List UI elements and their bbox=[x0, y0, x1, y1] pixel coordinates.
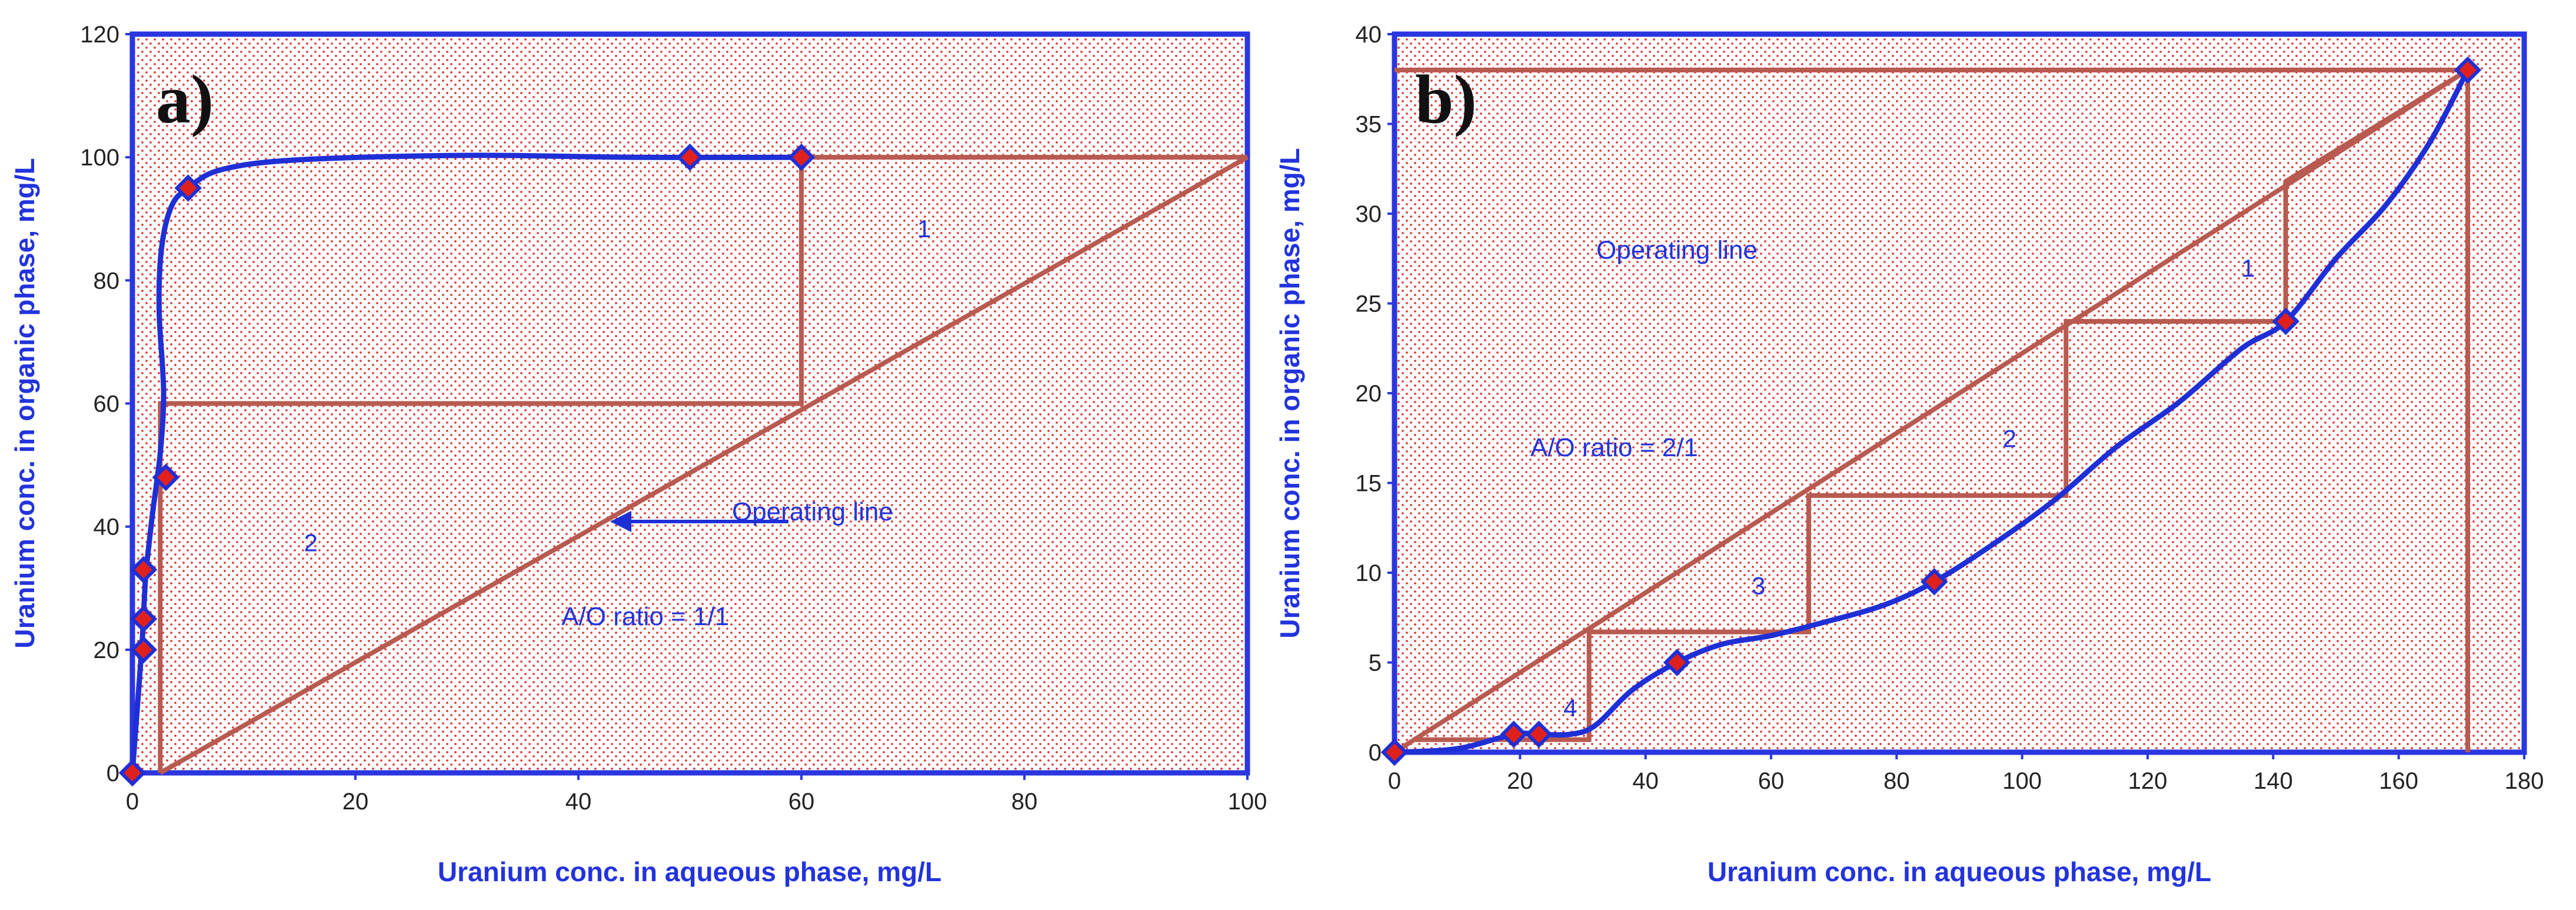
y-tick-label-b: 25 bbox=[1356, 291, 1382, 317]
y-tick-label-b: 35 bbox=[1356, 112, 1382, 138]
y-tick-label-a: 120 bbox=[80, 22, 119, 48]
operating-line-a bbox=[159, 155, 1249, 775]
data-point-a bbox=[152, 463, 180, 491]
y-tick-label-a: 20 bbox=[94, 637, 120, 663]
x-axis-label-b: Uranium conc. in aqueous phase, mg/L bbox=[1708, 856, 2211, 887]
data-point-a bbox=[676, 143, 704, 171]
y-tick-label-a: 60 bbox=[94, 391, 120, 417]
y-axis-label-b: Uranium conc. in organic phase, mg/L bbox=[1274, 148, 1305, 638]
y-tick-label-b: 10 bbox=[1356, 560, 1382, 586]
y-tick-label-a: 0 bbox=[106, 760, 119, 786]
data-point-a bbox=[118, 759, 147, 787]
stage-label-b: 1 bbox=[2241, 254, 2255, 282]
annotation-b: A/O ratio = 2/1 bbox=[1530, 433, 1698, 462]
panel-label-a: a) bbox=[156, 61, 214, 138]
stage-label-a: 2 bbox=[304, 529, 318, 557]
stage-label-b: 2 bbox=[2003, 425, 2016, 453]
data-point-a bbox=[174, 174, 202, 202]
chart-b-content: 0 20 40 60 80 100 120 140 160 180 0 5 10 15 20 25 30 35 40… bbox=[1274, 22, 2544, 887]
x-tick-label-b: 60 bbox=[1758, 768, 1785, 794]
annotation-a: A/O ratio = 1/1 bbox=[561, 602, 729, 631]
chart-a-content: 0 20 40 60 80 100 0 20 40 60 80 100 120 Uranium conc.… bbox=[9, 22, 1267, 887]
x-tick-label-b: 0 bbox=[1388, 768, 1401, 794]
y-tick-label-b: 0 bbox=[1369, 740, 1382, 766]
x-tick-label-a: 60 bbox=[788, 789, 815, 815]
y-tick-label-a: 80 bbox=[94, 268, 120, 294]
x-tick-label-b: 120 bbox=[2128, 768, 2168, 794]
data-point-b bbox=[1500, 720, 1527, 748]
chart-a: 0 20 40 60 80 100 0 20 40 60 80 100 120 Uranium conc.… bbox=[9, 22, 1267, 887]
y-tick-label-b: 5 bbox=[1369, 650, 1382, 676]
x-tick-label-b: 100 bbox=[2002, 768, 2042, 794]
x-tick-label-b: 180 bbox=[2505, 768, 2544, 794]
y-axis-label-a: Uranium conc. in organic phase, mg/L bbox=[9, 158, 40, 648]
x-tick-label-b: 160 bbox=[2379, 768, 2418, 794]
y-tick-label-a: 100 bbox=[80, 145, 119, 171]
panel-label-b: b) bbox=[1415, 61, 1477, 138]
x-tick-label-a: 100 bbox=[1228, 789, 1267, 815]
stage-label-b: 4 bbox=[1563, 694, 1577, 722]
y-tick-label-b: 30 bbox=[1356, 201, 1382, 227]
y-tick-label-a: 40 bbox=[94, 514, 120, 540]
stage-label-b: 3 bbox=[1752, 572, 1765, 600]
x-tick-label-a: 0 bbox=[126, 789, 139, 815]
y-tick-label-b: 40 bbox=[1356, 22, 1382, 48]
chart-b: 0 20 40 60 80 100 120 140 160 180 0 5 10 15 20 25 30 35 40… bbox=[1274, 22, 2544, 887]
annotation-b: Operating line bbox=[1596, 235, 1758, 264]
data-point-a bbox=[787, 143, 816, 171]
data-point-b bbox=[2454, 56, 2482, 84]
stage-label-a: 1 bbox=[917, 215, 931, 243]
x-tick-label-a: 40 bbox=[565, 789, 592, 815]
x-tick-label-b: 140 bbox=[2254, 768, 2293, 794]
stages-a bbox=[158, 155, 1247, 773]
data-point-b bbox=[1921, 568, 1948, 596]
stages-b bbox=[1413, 68, 2470, 742]
equilibrium-curve-a bbox=[129, 152, 802, 773]
x-tick-label-a: 80 bbox=[1011, 789, 1038, 815]
data-point-a bbox=[129, 636, 158, 664]
y-tick-label-b: 15 bbox=[1356, 471, 1382, 497]
y-tick-label-b: 20 bbox=[1356, 381, 1382, 407]
x-axis-label-a: Uranium conc. in aqueous phase, mg/L bbox=[438, 856, 941, 887]
data-point-b bbox=[1380, 738, 1409, 766]
data-point-a bbox=[129, 605, 158, 633]
x-tick-label-a: 20 bbox=[342, 789, 369, 815]
data-point-b bbox=[2272, 307, 2299, 336]
x-tick-label-b: 80 bbox=[1883, 768, 1910, 794]
data-point-b bbox=[1525, 720, 1553, 748]
operating-line-b bbox=[1393, 68, 2470, 755]
data-point-b bbox=[1663, 649, 1691, 676]
x-tick-label-b: 20 bbox=[1507, 768, 1533, 794]
x-tick-label-b: 40 bbox=[1632, 768, 1659, 794]
data-point-a bbox=[129, 556, 158, 584]
